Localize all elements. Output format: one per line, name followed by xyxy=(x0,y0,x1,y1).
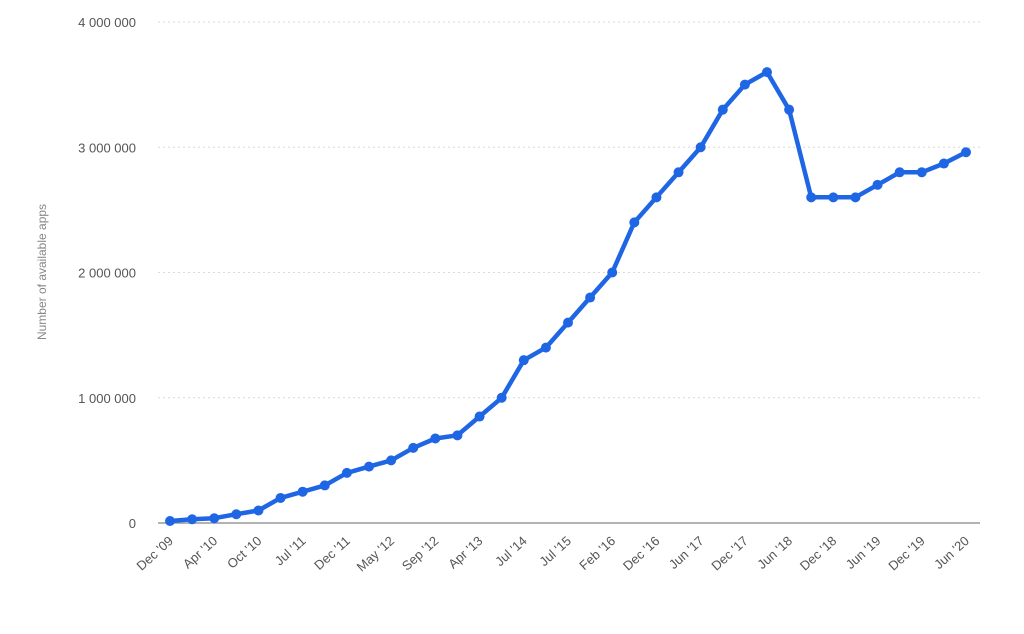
x-tick-label: Apr '13 xyxy=(445,533,485,571)
data-point[interactable] xyxy=(209,513,220,524)
data-point[interactable] xyxy=(739,79,750,90)
gridlines xyxy=(158,21,980,399)
x-axis-ticks: Dec '09 Apr '10 Oct '10 Jul '11 Dec '11 May '… xyxy=(134,533,972,574)
y-tick-label: 1 000 000 xyxy=(78,391,136,406)
x-tick-label: Jul '15 xyxy=(536,533,574,569)
x-tick-label: Jul '14 xyxy=(492,533,530,569)
data-point[interactable] xyxy=(717,104,728,115)
data-point[interactable] xyxy=(430,433,441,444)
data-point[interactable] xyxy=(629,217,640,228)
data-point[interactable] xyxy=(518,355,529,366)
series-line xyxy=(167,69,969,524)
y-tick-label: 2 000 000 xyxy=(78,266,136,281)
x-tick-label: Dec '09 xyxy=(134,533,176,573)
data-point[interactable] xyxy=(275,492,286,503)
x-tick-label: Apr '10 xyxy=(180,533,220,571)
data-point[interactable] xyxy=(297,486,308,497)
data-point[interactable] xyxy=(762,67,772,78)
data-point[interactable] xyxy=(474,411,485,422)
y-axis-label: Number of available apps xyxy=(35,204,49,340)
data-point[interactable] xyxy=(165,515,175,526)
data-point[interactable] xyxy=(364,461,374,472)
data-point[interactable] xyxy=(563,317,573,328)
data-point[interactable] xyxy=(673,167,684,178)
x-tick-label: Jun '19 xyxy=(843,533,884,572)
x-tick-label: Jun '17 xyxy=(666,533,707,572)
x-tick-label: Jun '20 xyxy=(931,533,972,572)
x-tick-label: Dec '19 xyxy=(885,533,927,573)
data-point[interactable] xyxy=(231,509,242,520)
data-point[interactable] xyxy=(938,158,949,169)
data-point[interactable] xyxy=(894,167,905,178)
x-tick-label: Oct '10 xyxy=(224,533,264,571)
data-point[interactable] xyxy=(961,147,971,158)
x-tick-label: May '12 xyxy=(354,533,398,574)
data-point[interactable] xyxy=(651,192,662,203)
x-tick-label: Jun '18 xyxy=(754,533,795,572)
data-point[interactable] xyxy=(695,142,706,153)
data-point[interactable] xyxy=(452,430,463,441)
y-tick-label: 0 xyxy=(129,516,136,531)
x-tick-label: Dec '16 xyxy=(620,533,662,573)
data-point[interactable] xyxy=(386,455,397,466)
x-tick-label: Dec '11 xyxy=(311,533,353,573)
data-point[interactable] xyxy=(784,104,795,115)
x-tick-label: Dec '17 xyxy=(708,533,750,573)
data-point[interactable] xyxy=(872,179,883,190)
x-tick-label: Jul '11 xyxy=(272,533,309,568)
data-points xyxy=(165,67,971,526)
data-point[interactable] xyxy=(806,192,817,203)
y-tick-label: 3 000 000 xyxy=(78,140,136,155)
data-point[interactable] xyxy=(319,480,330,491)
data-point[interactable] xyxy=(828,192,839,203)
data-point[interactable] xyxy=(540,342,551,353)
x-tick-label: Sep '12 xyxy=(399,533,442,573)
data-point[interactable] xyxy=(916,167,927,178)
data-point[interactable] xyxy=(585,292,596,303)
data-point[interactable] xyxy=(496,392,507,403)
data-point[interactable] xyxy=(850,192,861,203)
data-point[interactable] xyxy=(607,267,618,278)
x-tick-label: Feb '16 xyxy=(576,533,618,573)
data-point[interactable] xyxy=(341,467,352,478)
data-point[interactable] xyxy=(408,442,419,453)
data-point[interactable] xyxy=(187,514,198,525)
y-tick-label: 4 000 000 xyxy=(78,15,136,30)
data-point[interactable] xyxy=(253,505,264,516)
x-tick-label: Dec '18 xyxy=(797,533,839,573)
y-axis-ticks: 0 1 000 000 2 000 000 3 000 000 4 000 000 xyxy=(78,15,136,531)
